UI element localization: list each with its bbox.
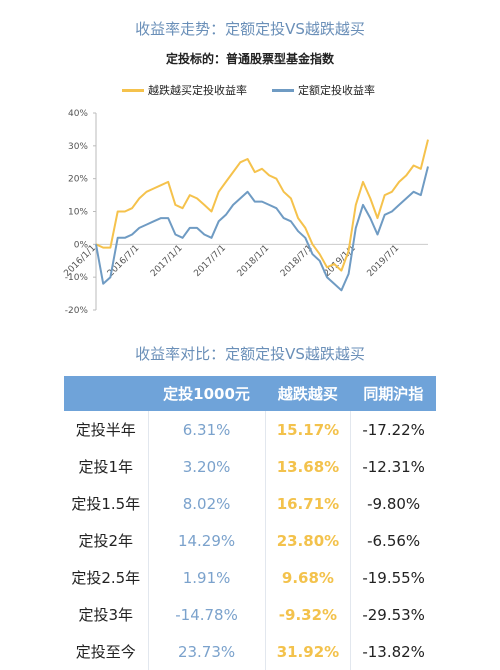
table-cell: 13.68% — [265, 448, 351, 485]
x-tick-label: 2018/1/1 — [236, 243, 272, 279]
y-tick-label: 20% — [68, 175, 88, 185]
row-label: 定投1.5年 — [64, 485, 148, 522]
legend-label: 越跌越买定投收益率 — [148, 82, 247, 98]
y-tick-label: 10% — [68, 208, 88, 218]
table-title: 收益率对比：定额定投VS越跌越买 — [0, 343, 500, 364]
table-cell: -14.78% — [148, 596, 265, 633]
table-row: 定投1年 3.20% 13.68% -12.31% — [64, 448, 436, 485]
table-cell: 3.20% — [148, 448, 265, 485]
table-header-row: 定投1000元 越跌越买 同期沪指 — [64, 376, 436, 411]
table-row: 定投至今 23.73% 31.92% -13.82% — [64, 633, 436, 670]
table-row: 定投1.5年 8.02% 16.71% -9.80% — [64, 485, 436, 522]
y-tick-label: 40% — [68, 109, 88, 119]
table-cell: -6.56% — [351, 522, 436, 559]
table-cell: 16.71% — [265, 485, 351, 522]
table-cell: 6.31% — [148, 411, 265, 448]
table-row: 定投半年 6.31% 15.17% -17.22% — [64, 411, 436, 448]
row-label: 定投2年 — [64, 522, 148, 559]
header-cell: 越跌越买 — [265, 376, 351, 411]
table-cell: -13.82% — [351, 633, 436, 670]
table-cell: -17.22% — [351, 411, 436, 448]
table-cell: 15.17% — [265, 411, 351, 448]
legend-swatch-blue — [272, 89, 294, 92]
legend-item-fixed-amount: 定额定投收益率 — [272, 82, 375, 98]
y-tick-label: -20% — [65, 306, 89, 316]
chart-subtitle: 定投标的：普通股票型基金指数 — [0, 50, 500, 67]
row-label: 定投半年 — [64, 411, 148, 448]
x-tick-label: 2017/7/1 — [192, 243, 228, 279]
x-tick-label: 2017/1/1 — [149, 243, 185, 279]
comparison-table: 定投1000元 越跌越买 同期沪指 定投半年 6.31% 15.17% -17.… — [64, 376, 436, 670]
header-cell: 同期沪指 — [351, 376, 436, 411]
header-cell: 定投1000元 — [148, 376, 265, 411]
table-row: 定投2.5年 1.91% 9.68% -19.55% — [64, 559, 436, 596]
table-cell: -9.80% — [351, 485, 436, 522]
table-cell: 14.29% — [148, 522, 265, 559]
table-cell: 8.02% — [148, 485, 265, 522]
table-row: 定投2年 14.29% 23.80% -6.56% — [64, 522, 436, 559]
legend-label: 定额定投收益率 — [298, 82, 375, 98]
row-label: 定投至今 — [64, 633, 148, 670]
y-tick-label: 30% — [68, 142, 88, 152]
row-label: 定投3年 — [64, 596, 148, 633]
table-cell: 23.73% — [148, 633, 265, 670]
table-cell: 9.68% — [265, 559, 351, 596]
table-cell: 31.92% — [265, 633, 351, 670]
table-cell: -12.31% — [351, 448, 436, 485]
legend-item-buy-the-dip: 越跌越买定投收益率 — [122, 82, 247, 98]
header-cell — [64, 376, 148, 411]
table-cell: -9.32% — [265, 596, 351, 633]
x-tick-label: 2019/7/1 — [366, 243, 402, 279]
table-cell: -19.55% — [351, 559, 436, 596]
row-label: 定投2.5年 — [64, 559, 148, 596]
legend-swatch-yellow — [122, 89, 144, 92]
row-label: 定投1年 — [64, 448, 148, 485]
table-cell: 23.80% — [265, 522, 351, 559]
chart-title: 收益率走势：定额定投VS越跌越买 — [0, 18, 500, 39]
table-cell: 1.91% — [148, 559, 265, 596]
table-cell: -29.53% — [351, 596, 436, 633]
table-row: 定投3年 -14.78% -9.32% -29.53% — [64, 596, 436, 633]
